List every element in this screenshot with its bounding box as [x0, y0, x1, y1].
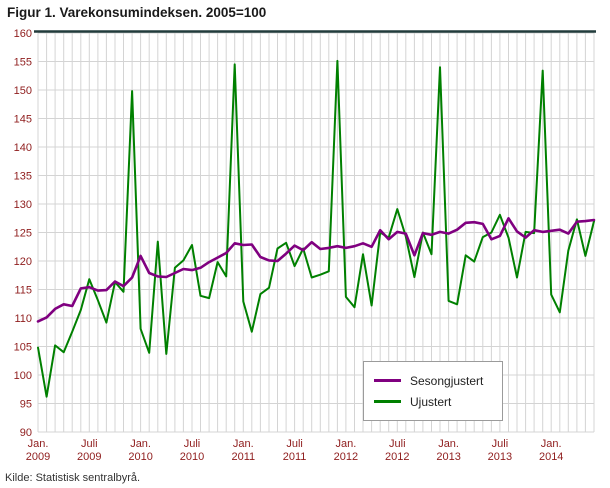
legend-label-ujustert: Ujustert: [410, 394, 452, 409]
legend-item-sesongjustert: Sesongjustert: [374, 370, 492, 391]
legend-item-ujustert: Ujustert: [374, 391, 492, 412]
y-tick-label: 120: [14, 256, 32, 268]
source-note: Kilde: Statistisk sentralbyrå.: [5, 472, 141, 484]
y-tick-label: 105: [14, 342, 32, 354]
y-tick-label: 145: [14, 114, 32, 126]
ujustert-line-swatch: [374, 400, 401, 403]
sesongjustert-line-swatch: [374, 379, 401, 382]
y-tick-label: 135: [14, 171, 32, 183]
x-tick-label-month: Juli: [184, 438, 201, 450]
y-tick-label: 150: [14, 85, 32, 97]
y-tick-label: 140: [14, 142, 32, 154]
x-tick-label-month: Jan.: [541, 438, 562, 450]
x-tick-label-year: 2013: [436, 451, 460, 463]
x-tick-label-year: 2009: [77, 451, 101, 463]
y-tick-label: 155: [14, 57, 32, 69]
legend-label-sesongjustert: Sesongjustert: [410, 373, 484, 388]
chart-title: Figur 1. Varekonsumindeksen. 2005=100: [7, 5, 267, 20]
y-tick-label: 95: [20, 399, 32, 411]
y-tick-label: 115: [14, 285, 32, 297]
ujustert-line: [37, 59, 595, 398]
x-tick-label-month: Jan.: [130, 438, 151, 450]
x-tick-label-year: 2012: [334, 451, 358, 463]
x-tick-label-year: 2013: [488, 451, 512, 463]
y-tick-label: 110: [14, 313, 32, 325]
x-tick-label-month: Juli: [389, 438, 406, 450]
legend: Sesongjustert Ujustert: [363, 361, 503, 421]
x-tick-label-month: Jan.: [233, 438, 254, 450]
x-tick-label-year: 2011: [283, 451, 307, 463]
y-tick-label: 90: [20, 427, 32, 439]
x-tick-label-year: 2011: [231, 451, 255, 463]
y-tick-label: 130: [14, 199, 32, 211]
x-tick-label-month: Juli: [81, 438, 98, 450]
gridlines: [37, 32, 595, 433]
x-tick-label-year: 2009: [26, 451, 50, 463]
x-tick-label-year: 2014: [539, 451, 563, 463]
x-tick-label-year: 2012: [385, 451, 409, 463]
y-tick-label: 160: [14, 28, 32, 40]
x-tick-label-year: 2010: [180, 451, 204, 463]
x-tick-label-month: Juli: [286, 438, 303, 450]
x-tick-label-month: Jan.: [438, 438, 459, 450]
x-tick-label-year: 2010: [128, 451, 152, 463]
y-tick-label: 125: [14, 228, 32, 240]
sesongjustert-line: [36, 217, 596, 323]
x-tick-label-month: Juli: [492, 438, 509, 450]
x-tick-label-month: Jan.: [28, 438, 49, 450]
x-tick-label-month: Jan.: [336, 438, 357, 450]
y-tick-label: 100: [14, 370, 32, 382]
